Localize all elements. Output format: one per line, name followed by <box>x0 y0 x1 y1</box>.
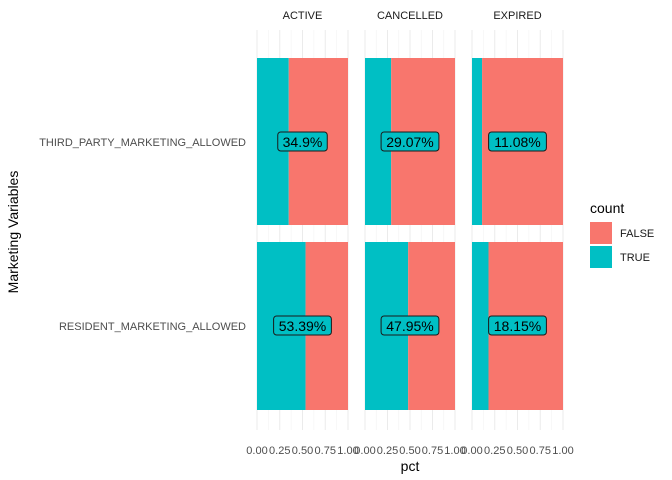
legend: count FALSE TRUE <box>590 200 654 268</box>
data-label-box <box>273 315 332 336</box>
y-tick-label: RESIDENT_MARKETING_ALLOWED <box>59 321 246 333</box>
x-tick-label: 0.50 <box>507 445 528 457</box>
facet-label: CANCELLED <box>377 10 443 22</box>
x-tick-label: 0.50 <box>292 445 313 457</box>
x-tick-label: 0.00 <box>354 445 375 457</box>
axes: 0.00 0.25 0.50 0.75 1.000.00 0.25 0.50 0.75 1.00… <box>5 137 574 474</box>
x-tick-label: 0.00 <box>246 445 267 457</box>
data-label: 11.08% <box>494 134 540 150</box>
data-label-box <box>380 131 440 152</box>
facet-label: EXPIRED <box>493 10 541 22</box>
data-label: 18.15% <box>494 318 541 334</box>
x-tick-label: 0.75 <box>422 445 443 457</box>
data-label: 29.07% <box>386 134 433 150</box>
bar-true <box>472 58 483 225</box>
x-tick-label: 0.25 <box>484 445 505 457</box>
x-axis-title: pct <box>401 458 420 474</box>
y-tick-label: THIRD_PARTY_MARKETING_ALLOWED <box>39 137 246 149</box>
data-label-box <box>488 131 547 152</box>
legend-label: FALSE <box>620 228 654 240</box>
bar-true <box>472 242 489 410</box>
x-tick-label: 0.25 <box>377 445 398 457</box>
data-label: 47.95% <box>386 318 433 334</box>
x-tick-label: 0.75 <box>315 445 336 457</box>
x-tick-label: 0.25 <box>269 445 290 457</box>
legend-title: count <box>590 200 624 216</box>
legend-label: TRUE <box>620 252 650 264</box>
legend-swatch <box>590 246 612 268</box>
facet-label: ACTIVE <box>283 10 323 22</box>
x-tick-label: 1.00 <box>444 445 465 457</box>
data-label: 53.39% <box>279 318 326 334</box>
panels: ACTIVE CANCELLED EXPIRED <box>256 10 564 430</box>
x-tick-label: 0.00 <box>461 445 482 457</box>
data-labels: 34.9% 53.39% 29.07% 47.95% 11.08% 18.15% <box>273 131 547 336</box>
data-label-box <box>380 315 440 336</box>
data-label: 34.9% <box>283 134 323 150</box>
x-tick-label: 1.00 <box>337 445 358 457</box>
y-axis-title: Marketing Variables <box>5 171 21 294</box>
x-tick-label: 0.75 <box>530 445 551 457</box>
x-tick-label: 0.50 <box>399 445 420 457</box>
x-tick-label: 1.00 <box>552 445 573 457</box>
legend-swatch <box>590 222 612 244</box>
data-label-box <box>488 315 547 336</box>
data-label-box <box>277 131 328 152</box>
